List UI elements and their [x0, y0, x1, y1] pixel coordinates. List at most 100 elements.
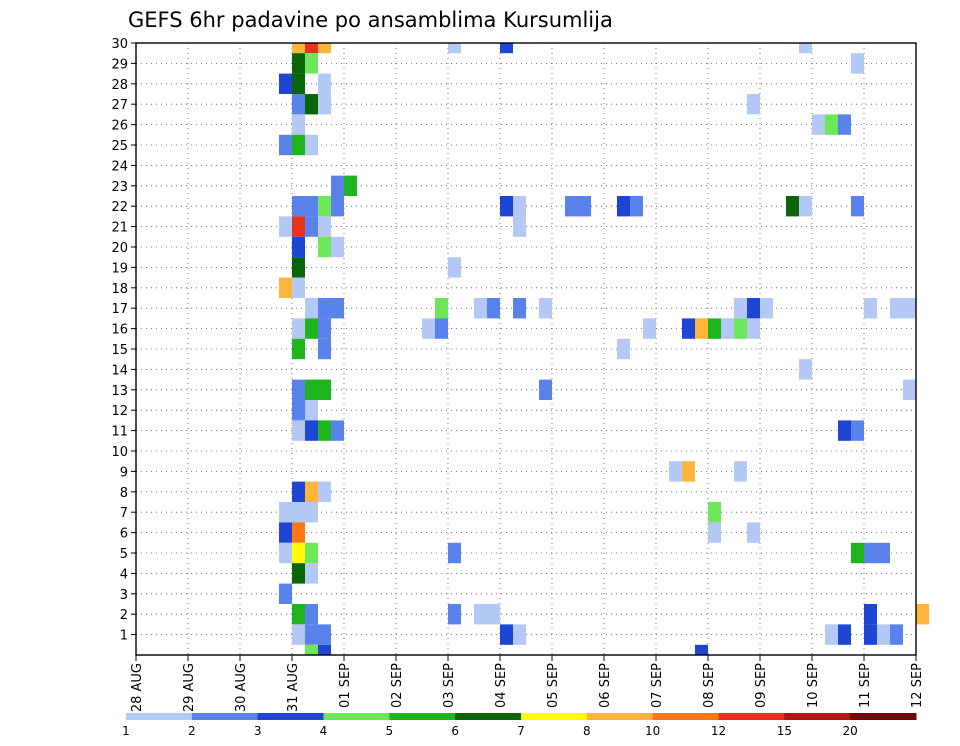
y-tick-label: 9	[120, 465, 128, 480]
heatmap-cell	[500, 43, 513, 54]
legend-label: 2	[188, 724, 196, 738]
heatmap-cell	[305, 53, 318, 74]
heatmap-cell	[708, 522, 721, 543]
y-tick-label: 21	[111, 221, 128, 236]
heatmap-cell	[474, 604, 487, 625]
y-tick-label: 23	[111, 180, 128, 195]
heatmap-cell	[305, 94, 318, 115]
heatmap-cell	[721, 318, 734, 339]
heatmap-cell	[279, 583, 292, 604]
legend-swatch	[455, 713, 522, 720]
heatmap-cell	[292, 43, 305, 54]
y-tick-label: 18	[111, 282, 128, 297]
heatmap-cell	[487, 604, 500, 625]
heatmap-cell	[708, 318, 721, 339]
x-tick-label: 05 SEP	[546, 663, 561, 708]
heatmap-cell	[331, 175, 344, 196]
grid-layer	[136, 43, 916, 655]
x-tick-label: 03 SEP	[442, 663, 457, 708]
heatmap-cell	[799, 196, 812, 217]
y-tick-label: 7	[120, 506, 128, 521]
y-axis: 1234567891011121314151617181920212223242…	[111, 37, 136, 644]
legend-swatch	[521, 713, 588, 720]
heatmap-cell	[292, 542, 305, 564]
heatmap-cell	[760, 298, 773, 319]
y-tick-label: 14	[111, 363, 128, 378]
legend-label: 15	[777, 724, 792, 738]
heatmap-cell	[539, 298, 552, 319]
heatmap-cell	[305, 644, 318, 655]
heatmap-cell	[474, 298, 487, 319]
y-tick-label: 25	[111, 139, 128, 154]
heatmap-cell	[292, 522, 305, 543]
y-tick-label: 12	[111, 404, 128, 419]
heatmap-cell	[305, 298, 318, 319]
heatmap-cell	[318, 43, 331, 54]
heatmap-cell	[500, 624, 513, 645]
heatmap-cell	[331, 298, 344, 319]
cells-layer	[279, 43, 929, 655]
heatmap-cell	[903, 298, 916, 319]
heatmap-cell	[292, 134, 305, 156]
legend-label: 12	[711, 724, 726, 738]
legend-label: 3	[254, 724, 262, 738]
legend: 1 2 3 4 5 6 7 8 10 12 15 20	[122, 713, 917, 738]
heatmap-cell	[708, 502, 721, 523]
heatmap-cell	[513, 216, 526, 237]
heatmap-cell	[292, 400, 305, 421]
heatmap-cell	[292, 257, 305, 278]
heatmap-cell	[318, 236, 331, 258]
heatmap-cell	[292, 604, 305, 625]
heatmap-cell	[292, 624, 305, 645]
heatmap-cell	[825, 114, 838, 135]
heatmap-cell	[292, 216, 305, 237]
y-tick-label: 20	[111, 241, 128, 256]
heatmap-cell	[292, 236, 305, 258]
y-tick-label: 10	[111, 445, 128, 460]
legend-swatch	[718, 713, 785, 720]
y-tick-label: 5	[120, 547, 128, 562]
y-tick-label: 15	[111, 343, 128, 358]
y-tick-label: 13	[111, 384, 128, 399]
legend-swatch	[652, 713, 719, 720]
heatmap-cell	[448, 604, 461, 625]
heatmap-cell	[318, 644, 331, 655]
y-tick-label: 30	[111, 37, 128, 52]
x-axis: 28 AUG 29 AUG 30 AUG 31 AUG 01 SEP 02 SEP 03 S…	[130, 655, 925, 712]
heatmap-cell	[877, 624, 890, 645]
heatmap-cell	[292, 379, 305, 400]
legend-swatch	[126, 713, 193, 720]
y-tick-label: 19	[111, 261, 128, 276]
heatmap-cell	[747, 298, 760, 319]
heatmap-cell	[851, 53, 864, 74]
heatmap-cell	[513, 196, 526, 217]
heatmap-cell	[318, 338, 331, 360]
heatmap-cell	[838, 114, 851, 135]
heatmap-cell	[318, 196, 331, 217]
y-tick-label: 26	[111, 119, 128, 134]
x-tick-label: 09 SEP	[754, 663, 769, 708]
heatmap-cell	[292, 338, 305, 360]
heatmap-cell	[695, 644, 708, 655]
heatmap-cell	[786, 196, 799, 217]
heatmap-cell	[695, 318, 708, 339]
x-tick-label: 31 AUG	[286, 663, 301, 712]
heatmap-cell	[292, 420, 305, 441]
y-tick-label: 29	[111, 57, 128, 72]
heatmap-cell	[682, 318, 695, 339]
y-tick-label: 17	[111, 302, 128, 317]
heatmap-cell	[630, 196, 643, 217]
heatmap-cell	[890, 624, 903, 645]
x-tick-label: 10 SEP	[806, 663, 821, 708]
heatmap-cell	[747, 318, 760, 339]
heatmap-cell	[513, 298, 526, 319]
heatmap-cell	[448, 257, 461, 278]
heatmap-cell	[331, 236, 344, 258]
heatmap-cell	[279, 277, 292, 298]
y-tick-label: 6	[120, 527, 128, 542]
heatmap-cell	[344, 175, 357, 196]
heatmap-cell	[279, 502, 292, 523]
heatmap-cell	[747, 522, 760, 543]
y-tick-label: 28	[111, 78, 128, 93]
